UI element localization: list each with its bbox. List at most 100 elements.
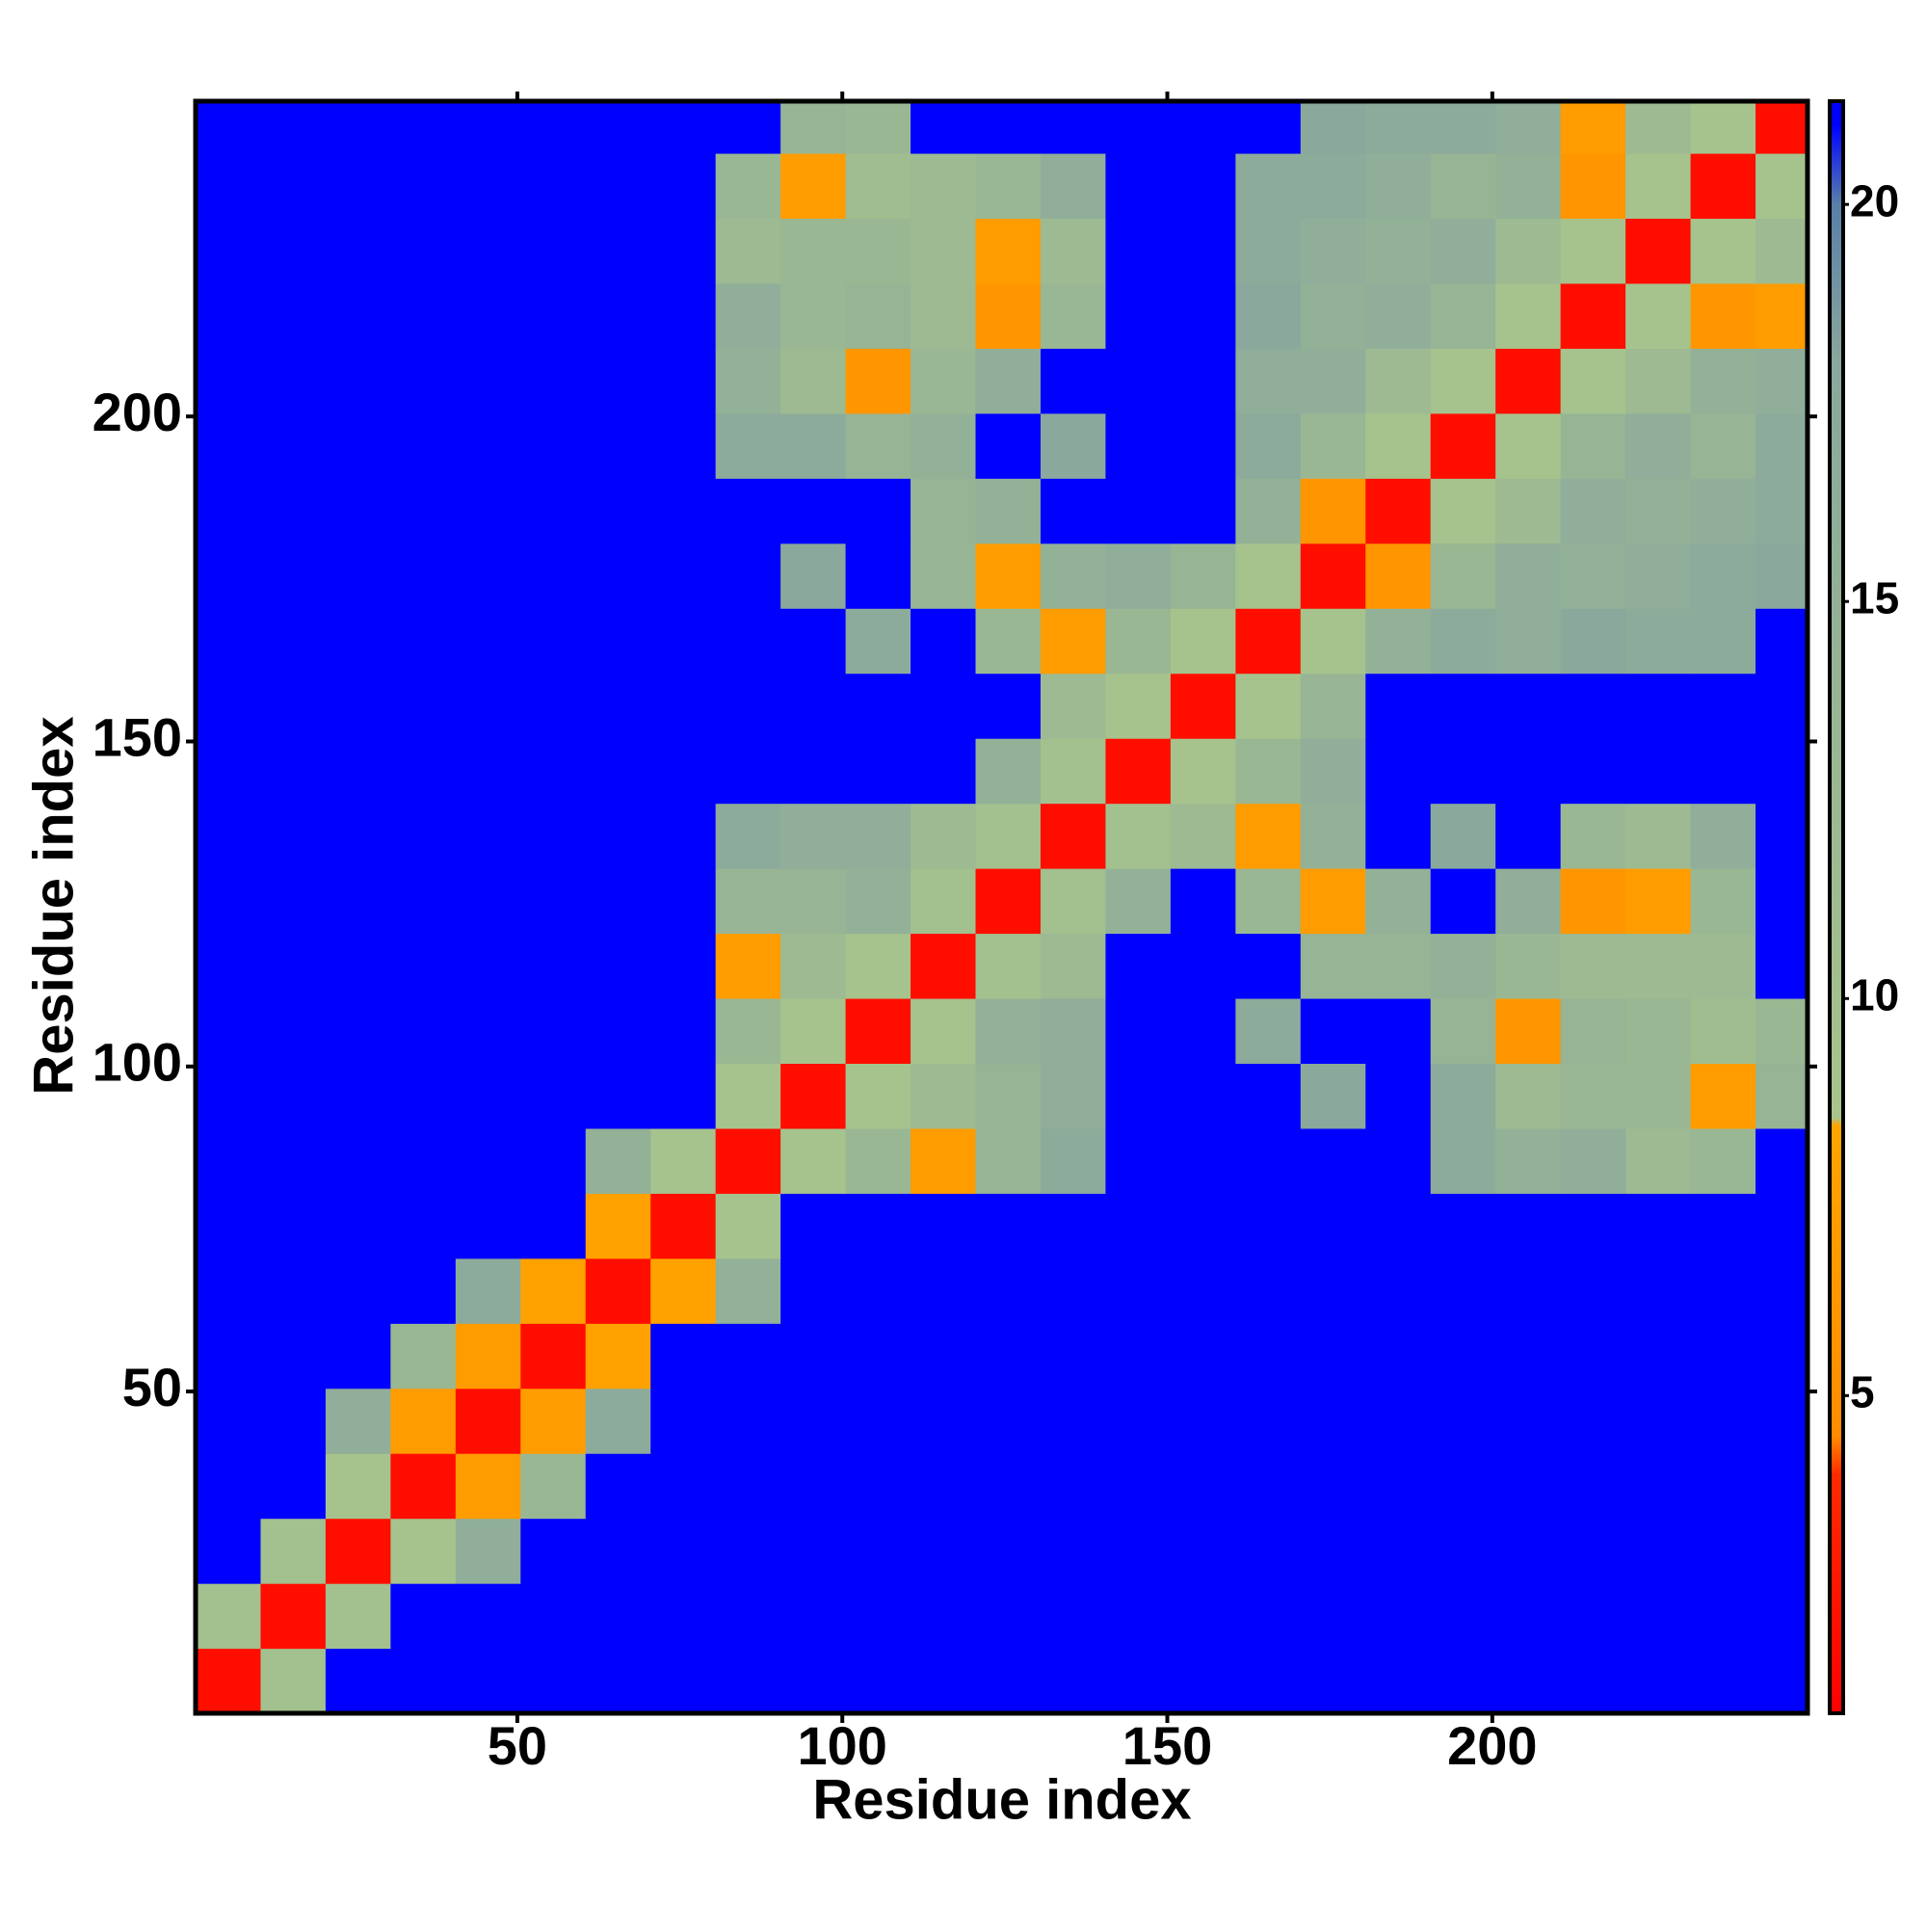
heatmap-cell (650, 348, 717, 414)
heatmap-cell (1105, 1063, 1172, 1129)
heatmap-cell (650, 738, 717, 805)
heatmap-cell (390, 1388, 457, 1454)
heatmap-cell (1430, 101, 1496, 154)
heatmap-cell (455, 997, 521, 1065)
heatmap-cell (650, 218, 717, 284)
heatmap-cell (1365, 803, 1432, 869)
heatmap-cell (585, 478, 651, 544)
heatmap-cell (390, 1518, 457, 1584)
heatmap-cell (1300, 412, 1366, 479)
heatmap-cell (455, 803, 521, 869)
heatmap-cell (325, 412, 391, 479)
heatmap-cell (585, 933, 651, 999)
heatmap-cell (1690, 1648, 1756, 1713)
heatmap-cell (1755, 608, 1808, 675)
heatmap-cell (845, 1648, 911, 1713)
heatmap-cell (196, 412, 262, 479)
heatmap-cell (911, 997, 977, 1065)
heatmap-cell (1690, 1257, 1756, 1324)
heatmap-cell (260, 152, 327, 220)
heatmap-cell (1170, 478, 1236, 544)
heatmap-cell (1430, 673, 1496, 739)
heatmap-cell (780, 1063, 847, 1129)
heatmap-cell (1755, 1388, 1808, 1454)
y-tick-label: 200 (92, 382, 182, 442)
heatmap-cell (196, 933, 262, 999)
heatmap-cell (780, 412, 847, 479)
heatmap-cell (585, 608, 651, 675)
heatmap-cell (1625, 933, 1692, 999)
heatmap-cell (715, 738, 781, 805)
heatmap-cell (1495, 478, 1562, 544)
y-tick-label: 150 (92, 706, 182, 767)
heatmap-cell (585, 101, 651, 154)
heatmap-cell (715, 348, 781, 414)
heatmap-cell (196, 1648, 262, 1713)
heatmap-cell (650, 1453, 717, 1520)
heatmap-cell (1560, 738, 1626, 805)
heatmap-cell (1170, 1648, 1236, 1713)
heatmap-cell (1300, 1127, 1366, 1194)
heatmap-cell (585, 1388, 651, 1454)
heatmap-cell (1365, 1127, 1432, 1194)
heatmap-cell (325, 738, 391, 805)
heatmap-cell (845, 1453, 911, 1520)
heatmap-cell (911, 101, 977, 154)
heatmap-cell (520, 738, 587, 805)
heatmap-cell (1235, 1453, 1302, 1520)
heatmap-cell (715, 1193, 781, 1259)
heatmap-cell (585, 152, 651, 220)
heatmap-cell (780, 282, 847, 349)
heatmap-cell (780, 933, 847, 999)
heatmap-cell (196, 1323, 262, 1389)
heatmap-cell (780, 738, 847, 805)
colorbar-tick-label: 5 (1850, 1367, 1875, 1417)
heatmap-cell (260, 868, 327, 935)
heatmap-cell (196, 1518, 262, 1584)
heatmap-cell (1235, 1388, 1302, 1454)
heatmap-cell (975, 1648, 1042, 1713)
heatmap-cell (196, 1193, 262, 1259)
heatmap-cell (1105, 608, 1172, 675)
heatmap-cell (1235, 152, 1302, 220)
heatmap-cell (1040, 412, 1107, 479)
heatmap-cell (520, 997, 587, 1065)
heatmap-cell (1690, 152, 1756, 220)
heatmap-cell (390, 997, 457, 1065)
heatmap-cell (1235, 282, 1302, 349)
heatmap-cell (1235, 738, 1302, 805)
heatmap-cell (1625, 1063, 1692, 1129)
heatmap-cell (1365, 101, 1432, 154)
heatmap-cell (845, 282, 911, 349)
heatmap-cell (1040, 543, 1107, 609)
heatmap-cell (520, 1193, 587, 1259)
heatmap-cell (715, 1323, 781, 1389)
heatmap-cell (1755, 1193, 1808, 1259)
heatmap-cell (520, 282, 587, 349)
heatmap-cell (845, 1323, 911, 1389)
heatmap-cell (520, 1583, 587, 1650)
heatmap-cell (650, 1193, 717, 1259)
heatmap-cell (390, 1453, 457, 1520)
heatmap-cell (1625, 608, 1692, 675)
heatmap-cell (1040, 803, 1107, 869)
heatmap-cell (911, 868, 977, 935)
heatmap-cell (715, 1063, 781, 1129)
heatmap-cell (715, 1648, 781, 1713)
heatmap-cell (1365, 478, 1432, 544)
heatmap-cell (455, 282, 521, 349)
heatmap-cell (715, 282, 781, 349)
heatmap-cell (1235, 1127, 1302, 1194)
heatmap-cell (1625, 738, 1692, 805)
heatmap-cell (455, 348, 521, 414)
heatmap-cell (260, 933, 327, 999)
heatmap-cell (845, 738, 911, 805)
heatmap-cell (1495, 738, 1562, 805)
heatmap-cell (1300, 1648, 1366, 1713)
heatmap-cell (911, 218, 977, 284)
heatmap-cell (650, 1518, 717, 1584)
heatmap-cell (1300, 1257, 1366, 1324)
heatmap-cell (975, 868, 1042, 935)
heatmap-cell (1300, 1453, 1366, 1520)
heatmap-cell (1625, 1583, 1692, 1650)
